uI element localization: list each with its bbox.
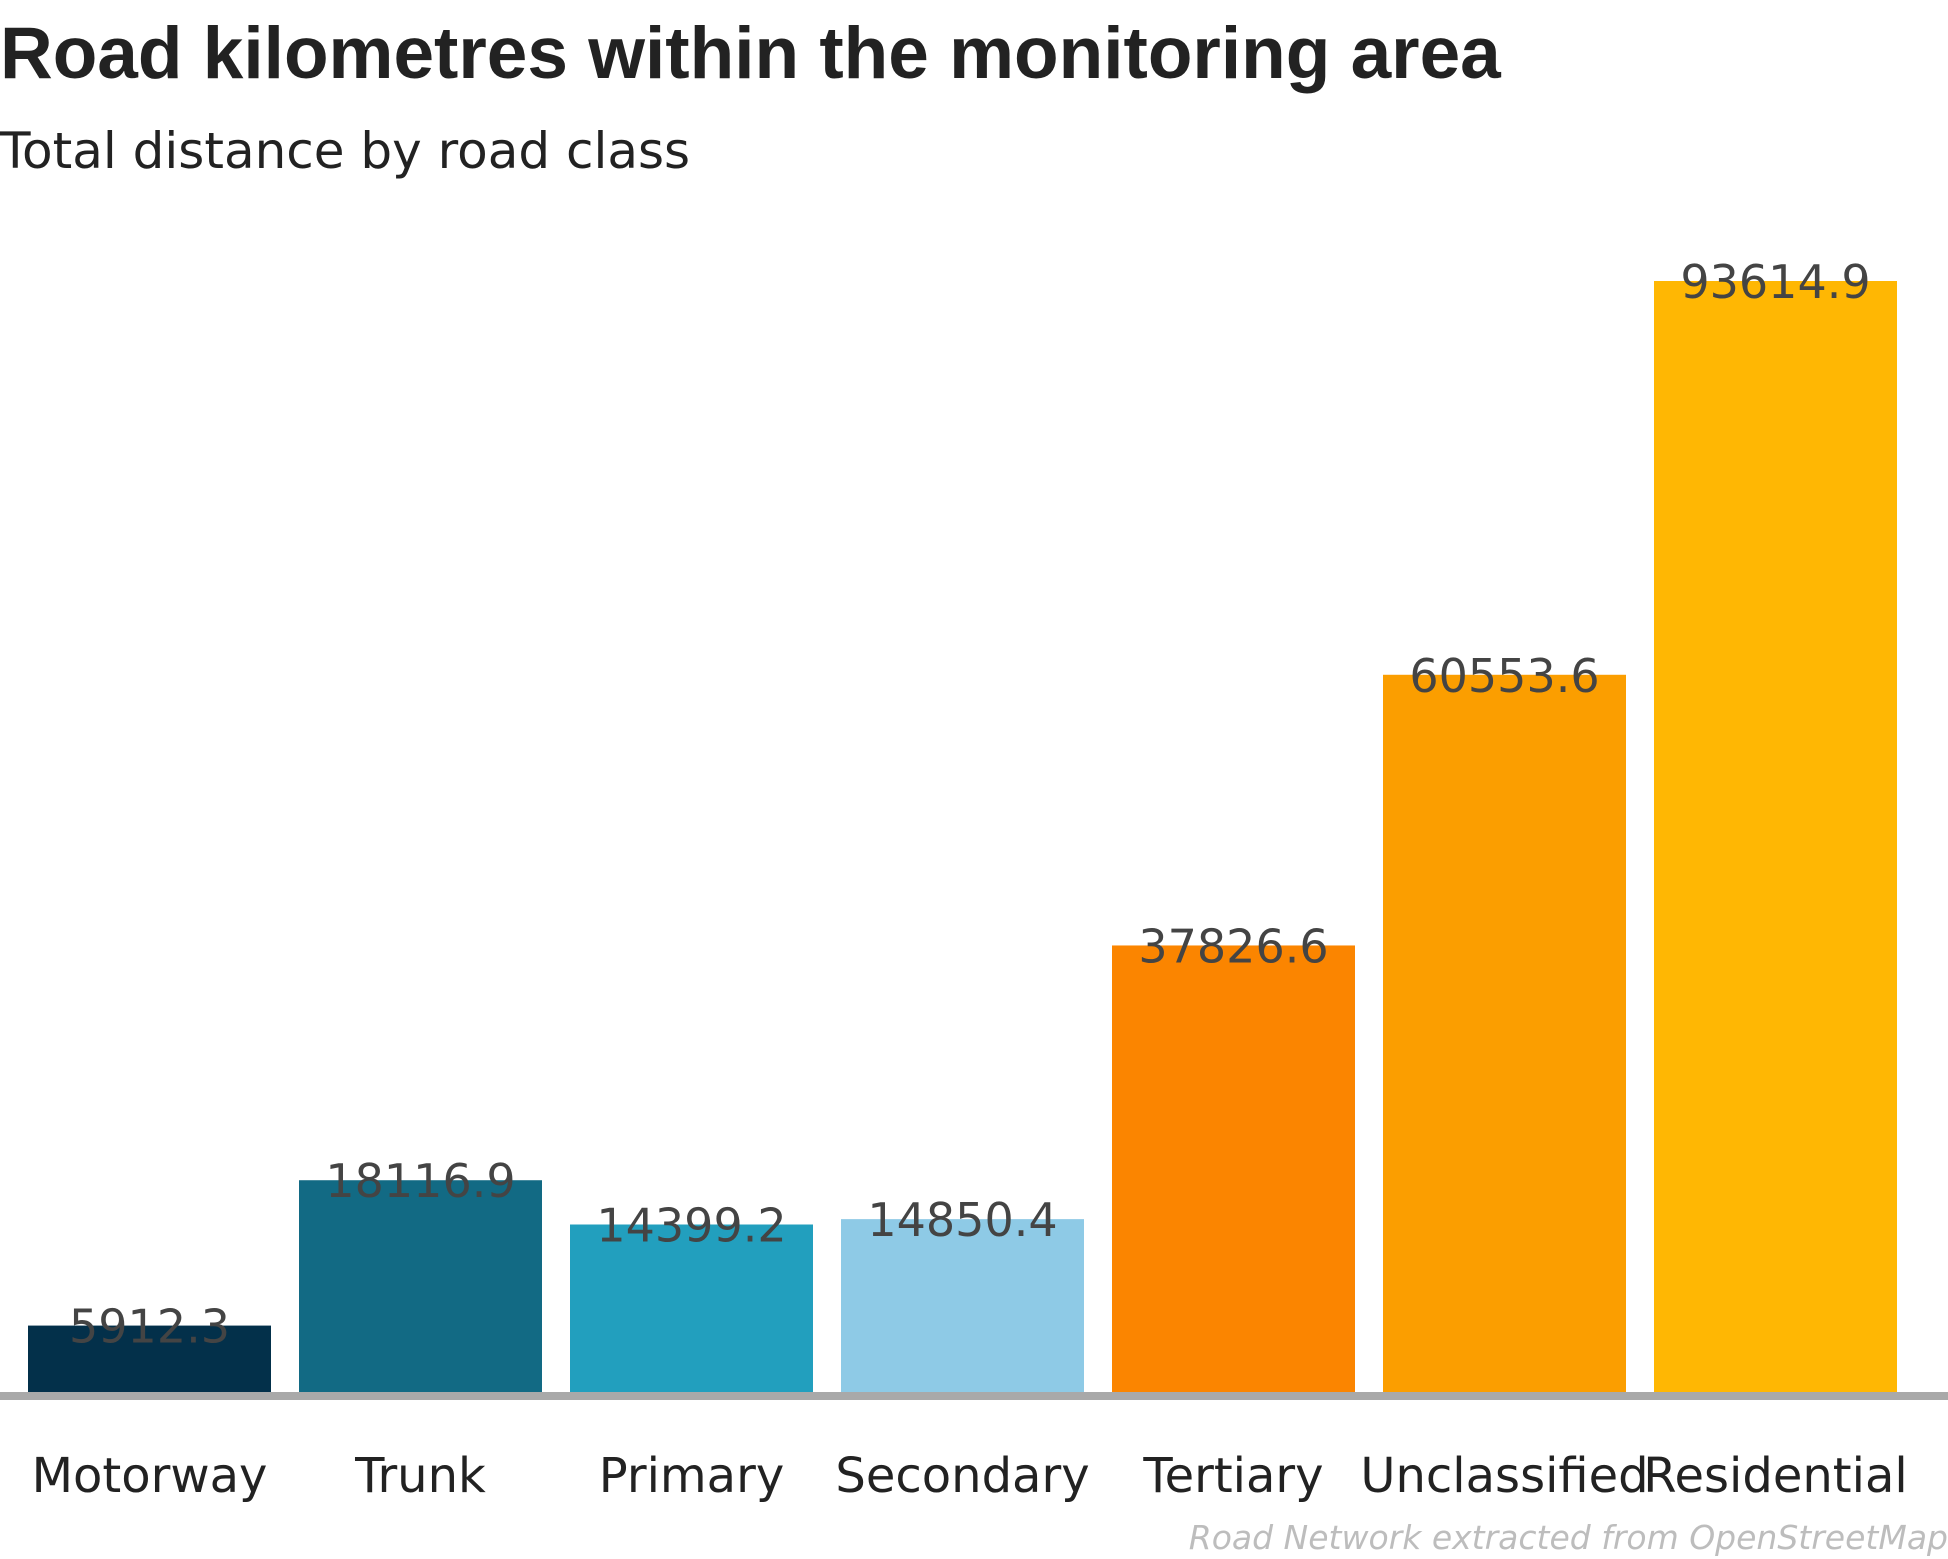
chart-subtitle: Total distance by road class [0, 122, 691, 180]
source-caption: Road Network extracted from OpenStreetMa… [1188, 1518, 1948, 1557]
data-label-motorway: 5912.3 [69, 1300, 230, 1354]
bars-layer [28, 281, 1897, 1396]
x-tick-label-secondary: Secondary [835, 1448, 1089, 1504]
data-label-unclassified: 60553.6 [1409, 649, 1599, 703]
x-tick-labels-layer: Motorway Trunk Primary Secondary Tertiary Unc… [32, 1448, 1908, 1504]
data-label-secondary: 14850.4 [867, 1193, 1057, 1247]
chart-title: Road kilometres within the monitoring ar… [0, 13, 1501, 94]
x-tick-label-residential: Residential [1643, 1448, 1907, 1504]
bar-secondary [841, 1219, 1084, 1396]
x-tick-label-tertiary: Tertiary [1142, 1448, 1323, 1504]
bar-primary [570, 1224, 813, 1396]
bar-tertiary [1112, 945, 1355, 1396]
bar-residential [1654, 281, 1897, 1396]
data-labels-layer: 5912.3 18116.9 14399.2 14850.4 37826.6 60553.… [69, 255, 1871, 1354]
x-tick-label-motorway: Motorway [32, 1448, 268, 1504]
bar-trunk [299, 1180, 542, 1396]
bar-motorway [28, 1325, 271, 1396]
x-tick-label-primary: Primary [599, 1448, 784, 1504]
data-label-trunk: 18116.9 [325, 1154, 515, 1208]
data-label-residential: 93614.9 [1680, 255, 1870, 309]
data-label-tertiary: 37826.6 [1138, 919, 1328, 973]
x-tick-label-trunk: Trunk [354, 1448, 486, 1504]
x-tick-label-unclassified: Unclassified [1360, 1448, 1648, 1504]
data-label-primary: 14399.2 [596, 1198, 786, 1252]
bar-unclassified [1383, 674, 1626, 1396]
